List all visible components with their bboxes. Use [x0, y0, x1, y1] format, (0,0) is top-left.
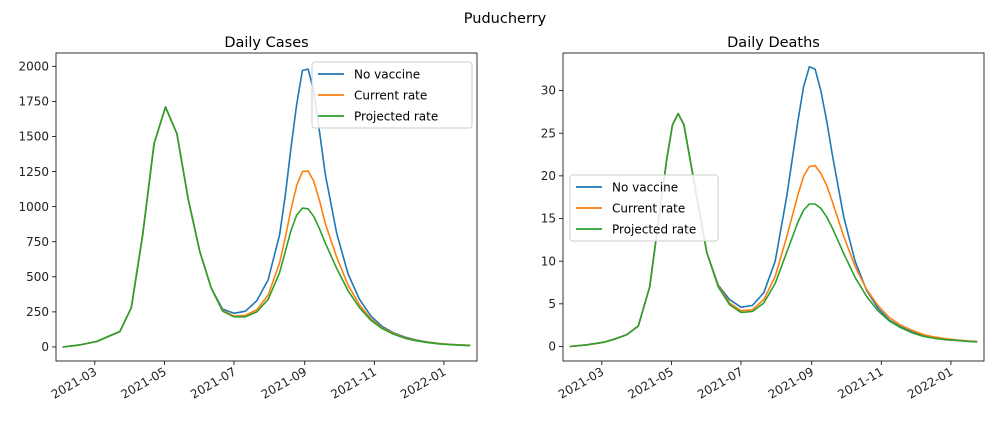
- legend-label: No vaccine: [354, 67, 420, 81]
- y-tick-label: 20: [541, 169, 556, 183]
- y-tick-label: 30: [541, 84, 556, 98]
- y-tick-label: 0: [548, 340, 556, 354]
- legend-label: No vaccine: [612, 180, 678, 194]
- y-tick-label: 1500: [18, 130, 49, 144]
- y-tick-label: 500: [26, 270, 49, 284]
- figure-title: Puducherry: [464, 11, 547, 27]
- legend-box: [569, 174, 719, 242]
- y-tick-label: 1250: [18, 165, 49, 179]
- y-tick-label: 10: [541, 254, 556, 268]
- y-tick-label: 2000: [18, 60, 49, 74]
- legend: No vaccine Current rate Projected rate: [569, 174, 719, 242]
- axes-frame: [562, 52, 985, 362]
- y-tick-label: 0: [41, 340, 49, 354]
- series-line-projected-rate: [62, 106, 471, 348]
- legend-label: Current rate: [612, 201, 685, 215]
- y-tick-label: 1750: [18, 95, 49, 109]
- y-tick-label: 5: [548, 297, 556, 311]
- legend-label: Projected rate: [354, 109, 438, 123]
- y-tick-label: 25: [541, 126, 556, 140]
- y-tick-label: 1000: [18, 200, 49, 214]
- legend: No vaccine Current rate Projected rate: [311, 61, 473, 129]
- axes-frame: [55, 52, 478, 362]
- daily-cases-title: Daily Cases: [224, 35, 308, 51]
- y-tick-label: 750: [26, 235, 49, 249]
- daily-deaths-title: Daily Deaths: [727, 35, 820, 51]
- legend-box: [311, 61, 473, 129]
- y-tick-label: 250: [26, 305, 49, 319]
- legend-label: Projected rate: [612, 222, 696, 236]
- legend-label: Current rate: [354, 88, 427, 102]
- y-tick-label: 15: [541, 212, 556, 226]
